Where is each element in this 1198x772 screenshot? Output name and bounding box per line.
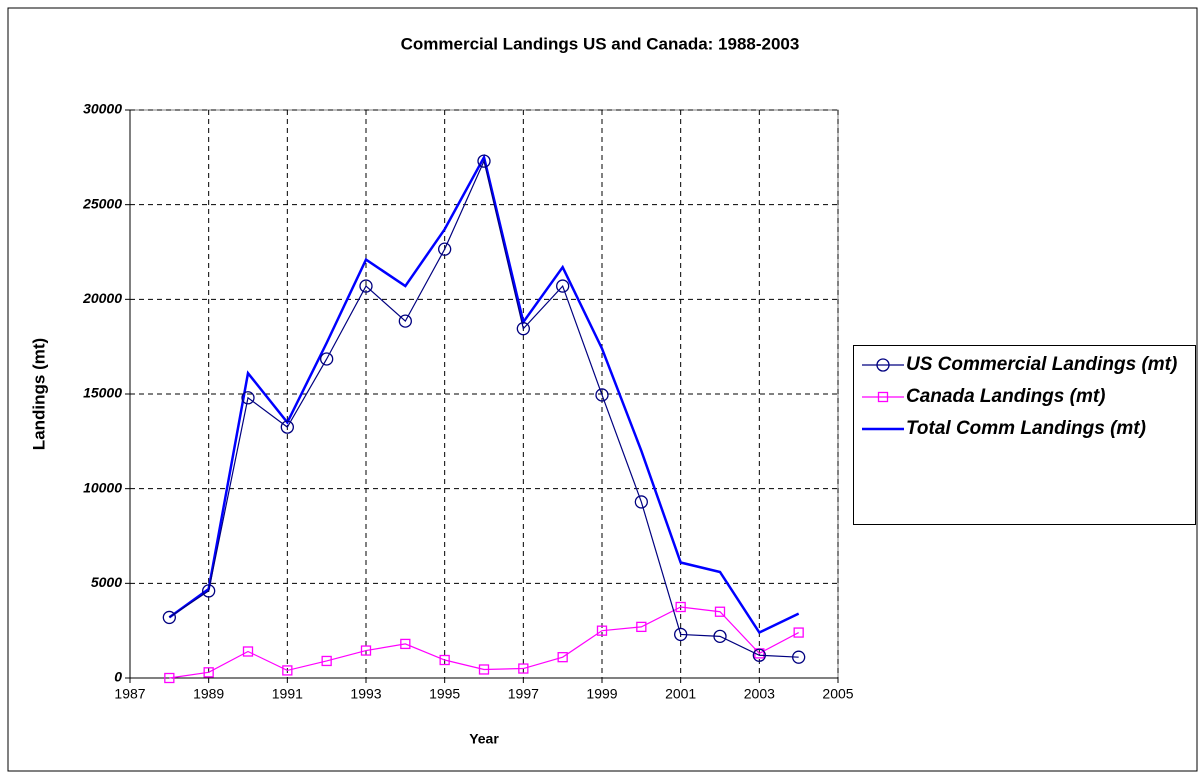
legend-swatch <box>862 391 904 403</box>
point <box>752 648 766 662</box>
x-tick-label: 2003 <box>744 686 775 702</box>
point <box>438 242 452 256</box>
point <box>400 638 411 650</box>
point <box>877 391 889 403</box>
legend-swatch <box>862 427 904 431</box>
point <box>164 672 175 684</box>
series-line <box>168 159 799 658</box>
x-tick-label: 1999 <box>586 686 617 702</box>
y-tick-label: 30000 <box>83 101 122 117</box>
legend-swatch <box>862 358 904 372</box>
point <box>280 420 294 434</box>
point <box>321 655 332 667</box>
point <box>595 388 609 402</box>
y-tick-label: 10000 <box>83 479 122 495</box>
point <box>674 627 688 642</box>
point <box>242 646 254 657</box>
legend-item: Total Comm Landings (mt) <box>858 418 1191 440</box>
y-tick-label: 25000 <box>82 195 122 211</box>
y-tick-label: 15000 <box>83 385 122 401</box>
point <box>596 625 608 636</box>
point <box>636 621 647 633</box>
point <box>320 352 334 366</box>
legend-item: Canada Landings (mt) <box>858 386 1191 408</box>
point <box>557 652 568 663</box>
x-tick-label: 1997 <box>508 686 539 702</box>
legend-item: US Commercial Landings (mt) <box>858 354 1191 376</box>
point <box>634 495 648 509</box>
x-tick-label: 2001 <box>665 686 696 702</box>
point <box>876 358 890 372</box>
point <box>282 665 293 676</box>
x-tick-label: 1987 <box>114 686 145 702</box>
series-line <box>168 153 800 635</box>
y-tick-label: 20000 <box>82 290 122 306</box>
point <box>518 663 529 674</box>
point <box>793 627 804 638</box>
legend-label: Canada Landings (mt) <box>906 386 1106 407</box>
point <box>360 645 372 656</box>
point <box>241 391 255 405</box>
x-tick-label: 1995 <box>429 686 460 702</box>
y-tick-label: 0 <box>114 669 122 685</box>
point <box>714 606 726 617</box>
x-axis-label: Year <box>469 731 499 747</box>
legend-label: Total Comm Landings (mt) <box>906 418 1146 439</box>
point <box>398 314 412 328</box>
point <box>478 664 490 675</box>
point <box>202 584 216 598</box>
point <box>713 629 727 643</box>
legend-label: US Commercial Landings (mt) <box>906 354 1178 375</box>
y-tick-label: 5000 <box>91 574 122 590</box>
chart-title: Commercial Landings US and Canada: 1988-… <box>401 34 800 53</box>
point <box>556 279 570 293</box>
point <box>359 279 373 293</box>
point <box>162 610 176 625</box>
point <box>477 154 491 168</box>
legend: US Commercial Landings (mt) Canada Landin… <box>853 345 1196 525</box>
point <box>439 654 450 666</box>
x-tick-label: 2005 <box>822 686 853 702</box>
point <box>516 322 530 336</box>
y-axis-label: Landings (mt) <box>29 338 48 450</box>
x-tick-label: 1991 <box>272 686 303 702</box>
x-tick-label: 1989 <box>193 686 224 702</box>
point <box>675 601 686 613</box>
x-tick-label: 1993 <box>350 686 381 702</box>
point <box>792 650 806 664</box>
series-line <box>169 606 799 679</box>
point <box>203 667 214 678</box>
